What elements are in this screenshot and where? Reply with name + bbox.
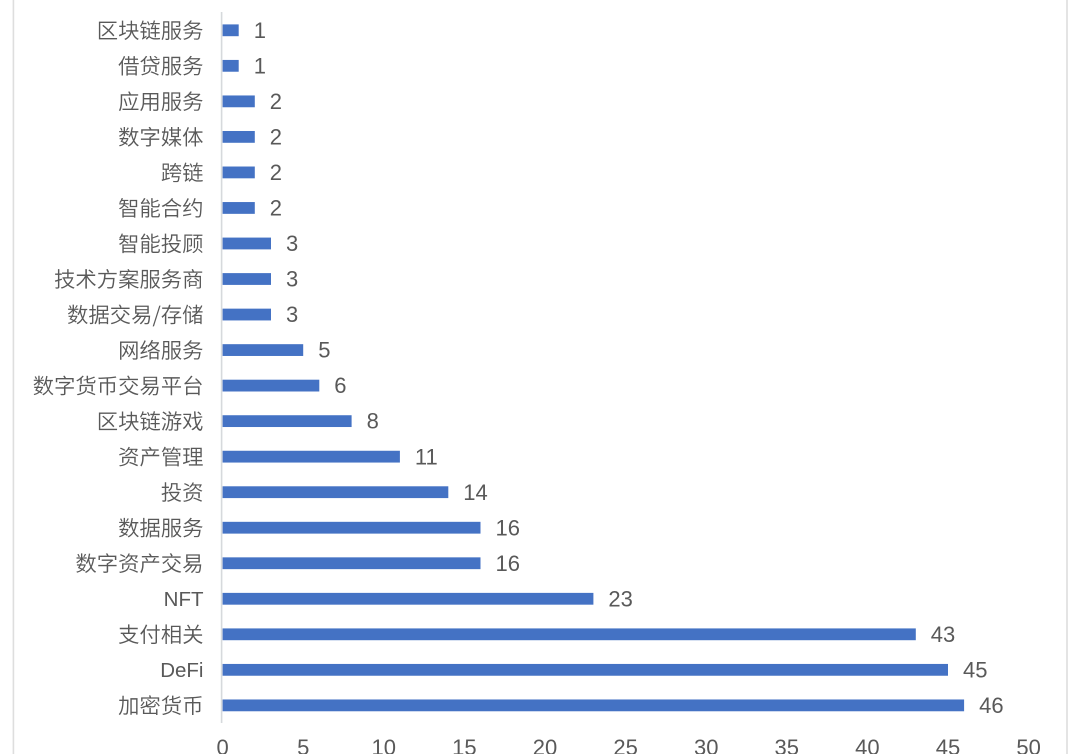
svg-text:25: 25 <box>613 735 637 754</box>
svg-text:30: 30 <box>694 735 718 754</box>
svg-text:50: 50 <box>1016 735 1040 754</box>
svg-text:0: 0 <box>216 735 228 754</box>
svg-text:5: 5 <box>318 338 330 363</box>
svg-text:3: 3 <box>286 302 298 327</box>
svg-text:20: 20 <box>533 735 557 754</box>
svg-text:40: 40 <box>855 735 879 754</box>
svg-text:5: 5 <box>297 735 309 754</box>
svg-text:14: 14 <box>463 480 487 505</box>
svg-text:1: 1 <box>254 53 266 78</box>
svg-text:3: 3 <box>286 231 298 256</box>
svg-text:2: 2 <box>270 160 282 185</box>
svg-text:45: 45 <box>936 735 960 754</box>
svg-text:2: 2 <box>270 89 282 114</box>
svg-text:16: 16 <box>496 551 520 576</box>
svg-text:2: 2 <box>270 196 282 221</box>
svg-text:10: 10 <box>372 735 396 754</box>
svg-text:35: 35 <box>775 735 799 754</box>
svg-text:1: 1 <box>254 18 266 43</box>
svg-text:16: 16 <box>496 515 520 540</box>
svg-text:3: 3 <box>286 267 298 292</box>
svg-text:45: 45 <box>963 657 987 682</box>
svg-text:DeFi: DeFi <box>160 659 203 682</box>
svg-text:6: 6 <box>334 373 346 398</box>
svg-text:NFT: NFT <box>164 588 204 611</box>
svg-text:8: 8 <box>367 409 379 434</box>
svg-text:46: 46 <box>979 693 1003 718</box>
svg-text:43: 43 <box>931 622 955 647</box>
svg-text:11: 11 <box>415 444 438 469</box>
svg-text:2: 2 <box>270 124 282 149</box>
svg-text:23: 23 <box>608 586 632 611</box>
svg-text:15: 15 <box>452 735 476 754</box>
